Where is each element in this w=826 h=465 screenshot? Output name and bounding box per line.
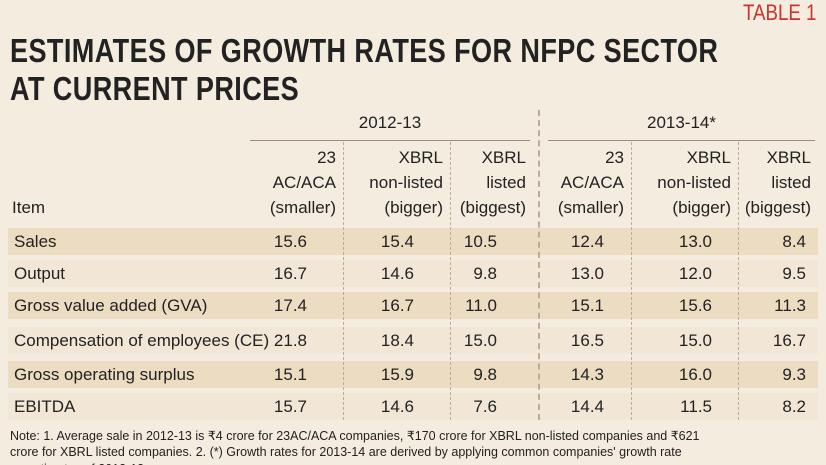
- value-cell: 15.6: [273, 232, 307, 251]
- value-cell: 15.0: [678, 331, 712, 350]
- column-separator: [738, 142, 739, 420]
- value-cell: 14.4: [570, 397, 604, 416]
- title-line: ESTIMATES OF GROWTH RATES FOR NFPC SECTO…: [10, 32, 719, 69]
- value-cell: 17.4: [273, 296, 307, 315]
- value-cell: 16.7: [273, 264, 307, 283]
- column-header: non-listed: [657, 173, 731, 192]
- column-header: listed: [486, 173, 526, 192]
- column-separator: [631, 142, 632, 420]
- row-band: [8, 393, 818, 420]
- column-header: 23: [605, 148, 624, 167]
- value-cell: 9.8: [473, 365, 497, 384]
- group-header: 2012-13: [358, 113, 422, 132]
- value-cell: 8.4: [782, 232, 806, 251]
- row-band: [8, 327, 818, 354]
- row-band: [8, 292, 818, 319]
- value-cell: 13.0: [678, 232, 712, 251]
- value-cell: 15.1: [570, 296, 604, 315]
- value-cell: 11.5: [680, 397, 712, 416]
- row-label: EBITDA: [14, 397, 76, 416]
- value-cell: 12.4: [570, 232, 604, 251]
- column-header: (bigger): [384, 198, 443, 217]
- column-header: AC/ACA: [272, 173, 336, 192]
- column-header: (bigger): [672, 198, 731, 217]
- column-header: (biggest): [459, 198, 526, 217]
- table-tag: TABLE 1: [742, 0, 816, 25]
- value-cell: 15.9: [380, 365, 414, 384]
- group-header: 2013-14*: [646, 113, 716, 132]
- value-cell: 9.3: [782, 365, 806, 384]
- value-cell: 16.7: [772, 331, 806, 350]
- item-header: Item: [12, 198, 46, 217]
- column-header: non-listed: [369, 173, 443, 192]
- row-label: Gross value added (GVA): [14, 296, 208, 315]
- value-cell: 15.7: [273, 397, 307, 416]
- column-header: XBRL: [481, 148, 526, 167]
- column-separator: [450, 142, 451, 420]
- column-header: XBRL: [398, 148, 443, 167]
- column-header: XBRL: [766, 148, 811, 167]
- row-label: Output: [14, 264, 66, 283]
- title-line: AT CURRENT PRICES: [10, 70, 300, 107]
- value-cell: 15.6: [678, 296, 712, 315]
- value-cell: 16.7: [380, 296, 414, 315]
- value-cell: 10.5: [463, 232, 497, 251]
- column-separator: [343, 142, 344, 420]
- value-cell: 14.3: [570, 365, 604, 384]
- value-cell: 13.0: [570, 264, 604, 283]
- value-cell: 15.0: [463, 331, 497, 350]
- column-header: XBRL: [686, 148, 731, 167]
- column-header: (biggest): [744, 198, 811, 217]
- column-header: listed: [771, 173, 811, 192]
- value-cell: 12.0: [678, 264, 712, 283]
- row-label: Sales: [14, 232, 57, 251]
- value-cell: 14.6: [380, 397, 414, 416]
- value-cell: 9.5: [782, 264, 806, 283]
- note-line: crore for XBRL listed companies. 2. (*) …: [10, 445, 682, 459]
- column-header: (smaller): [557, 198, 624, 217]
- column-separator: [538, 110, 540, 420]
- value-cell: 18.4: [380, 331, 414, 350]
- row-band: [8, 260, 818, 287]
- row-band: [8, 361, 818, 388]
- row-band: [8, 228, 818, 255]
- group-rule: [548, 140, 815, 141]
- row-label: Compensation of employees (CE): [14, 331, 270, 350]
- value-cell: 16.0: [678, 365, 712, 384]
- value-cell: 11.3: [774, 296, 806, 315]
- value-cell: 21.8: [273, 331, 307, 350]
- note-line: on estimates of 2012-13: [10, 462, 144, 465]
- value-cell: 11.0: [465, 296, 497, 315]
- value-cell: 9.8: [473, 264, 497, 283]
- value-cell: 15.4: [380, 232, 414, 251]
- group-rule: [250, 140, 530, 141]
- value-cell: 15.1: [273, 365, 307, 384]
- row-label: Gross operating surplus: [14, 365, 195, 384]
- note-line: Note: 1. Average sale in 2012-13 is ₹4 c…: [10, 429, 700, 443]
- value-cell: 8.2: [782, 397, 806, 416]
- column-header: AC/ACA: [560, 173, 624, 192]
- column-header: (smaller): [269, 198, 336, 217]
- value-cell: 7.6: [473, 397, 497, 416]
- value-cell: 14.6: [380, 264, 414, 283]
- value-cell: 16.5: [570, 331, 604, 350]
- column-header: 23: [317, 148, 336, 167]
